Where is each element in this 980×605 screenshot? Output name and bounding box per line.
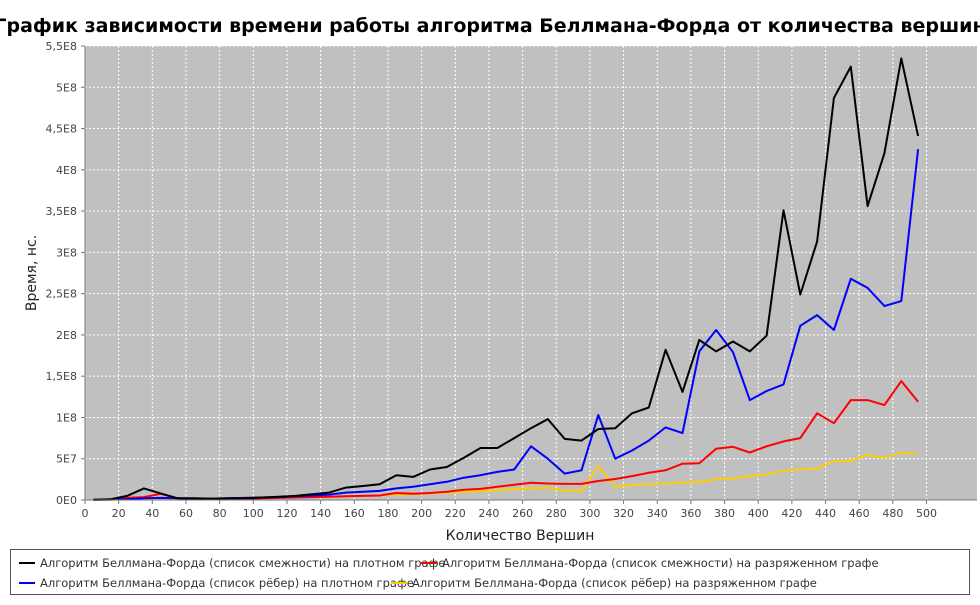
y-tick-label: 1E8 [56,411,77,424]
plot-area [85,46,977,500]
legend-item-2: Алгоритм Беллмана-Форда (список рёбер) н… [19,576,414,590]
x-tick-label: 440 [815,507,836,520]
x-tick-label: 200 [411,507,432,520]
x-tick-label: 500 [916,507,937,520]
y-tick-label: 3E8 [56,246,77,259]
x-tick-label: 80 [213,507,227,520]
x-tick-label: 280 [546,507,567,520]
y-tick-label: 5,5E8 [46,40,77,53]
x-tick-label: 40 [145,507,159,520]
x-tick-label: 240 [478,507,499,520]
x-tick-label: 360 [680,507,701,520]
series-lines [93,57,920,501]
y-tick-label: 5E7 [56,453,77,466]
x-tick-label: 320 [613,507,634,520]
y-tick-label: 4,5E8 [46,123,77,136]
y-tick-label: 4E8 [56,164,77,177]
legend-label: Алгоритм Беллмана-Форда (список рёбер) н… [40,576,414,590]
x-tick-label: 20 [112,507,126,520]
x-axis-label: Количество Вершин [446,528,595,544]
chart-svg: График зависимости времени работы алгори… [0,15,980,544]
legend-label: Алгоритм Беллмана-Форда (список смежност… [442,556,879,570]
x-tick-label: 420 [781,507,802,520]
chart-title: График зависимости времени работы алгори… [0,15,980,37]
grid [85,45,977,500]
x-tick-label: 160 [344,507,365,520]
x-tick-label: 220 [445,507,466,520]
legend-swatch [421,562,437,564]
y-axis-label: Время, нс. [24,235,40,311]
x-tick-label: 180 [377,507,398,520]
legend-item-1: Алгоритм Беллмана-Форда (список смежност… [421,556,879,570]
x-tick-label: 140 [310,507,331,520]
x-tick-label: 460 [849,507,870,520]
axes: 0E0 5E7 1E8 1,5E8 2E8 2,5E8 3E8 3,5E8 4E8 4,5E8 5E… [46,40,977,520]
legend-label: Алгоритм Беллмана-Форда (список рёбер) н… [412,576,817,590]
series-line-0 [93,57,920,501]
x-tick-label: 400 [748,507,769,520]
x-tick-label: 120 [276,507,297,520]
legend-label: Алгоритм Беллмана-Форда (список смежност… [40,556,446,570]
x-tick-label: 0 [82,507,89,520]
legend-swatch [19,562,35,564]
y-tick-label: 5E8 [56,81,77,94]
y-tick-label: 1,5E8 [46,370,77,383]
y-tick-label: 0E0 [56,494,77,507]
legend-item-0: Алгоритм Беллмана-Форда (список смежност… [19,556,446,570]
legend: Алгоритм Беллмана-Форда (список смежност… [10,549,970,595]
x-tick-label: 60 [179,507,193,520]
x-tick-label: 340 [647,507,668,520]
y-tick-label: 2,5E8 [46,288,77,301]
x-tick-label: 300 [579,507,600,520]
x-tick-label: 380 [714,507,735,520]
legend-item-3: Алгоритм Беллмана-Форда (список рёбер) н… [391,576,817,590]
x-tick-label: 480 [882,507,903,520]
legend-swatch [19,582,35,584]
y-tick-label: 2E8 [56,329,77,342]
legend-swatch [391,582,407,584]
y-tick-label: 3,5E8 [46,205,77,218]
x-tick-label: 100 [243,507,264,520]
x-tick-label: 260 [512,507,533,520]
